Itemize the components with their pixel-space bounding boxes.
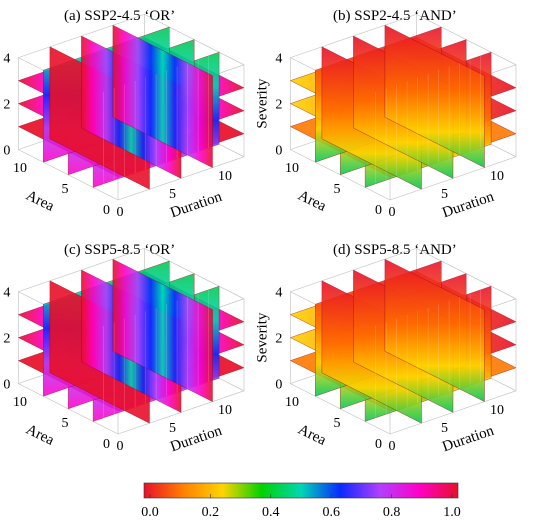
colorbar-tick-label: 0.0	[141, 505, 159, 520]
z-tick-label: 0	[275, 144, 282, 159]
x-tick-label: 10	[218, 169, 232, 184]
slice-planes	[289, 24, 517, 190]
z-tick-label: 2	[275, 332, 282, 347]
panel-b-title: (b) SSP2-4.5 ‘AND’	[333, 8, 457, 24]
x-tick-label: 5	[169, 421, 176, 436]
x-axis-label: Duration	[168, 189, 224, 222]
z-tick-label: 4	[275, 286, 282, 301]
y-tick-label: 10	[285, 395, 299, 410]
colorbar: 0.0 0.2 0.4 0.6 0.8 1.0	[141, 482, 461, 520]
x-axis-label: Duration	[440, 189, 496, 222]
z-axis-label: Severity	[254, 78, 270, 128]
y-tick-label: 5	[62, 182, 69, 197]
y-tick-label: 5	[334, 416, 341, 431]
y-tick-label: 5	[334, 182, 341, 197]
y-tick-label: 10	[13, 395, 27, 410]
colorbar-tick-label: 0.8	[383, 505, 401, 520]
z-tick-label: 4	[3, 286, 10, 301]
z-tick-label: 2	[3, 98, 10, 113]
x-axis-label: Duration	[168, 423, 224, 456]
x-tick-label: 5	[441, 187, 448, 202]
panel-d: (d) SSP5-8.5 ‘AND’ 02405100510SeverityAr…	[254, 242, 517, 456]
z-tick-label: 2	[275, 98, 282, 113]
y-axis-label: Area	[23, 422, 57, 449]
y-tick-label: 10	[13, 161, 27, 176]
x-tick-label: 5	[441, 421, 448, 436]
y-tick-label: 5	[62, 416, 69, 431]
colorbar-tick-label: 0.4	[262, 505, 280, 520]
colorbar-bar	[143, 482, 459, 499]
slice-mesh	[375, 289, 481, 418]
x-tick-label: 10	[218, 403, 232, 418]
z-tick-label: 2	[3, 332, 10, 347]
y-tick-label: 10	[285, 161, 299, 176]
panel-b: (b) SSP2-4.5 ‘AND’ 02405100510SeverityAr…	[254, 8, 517, 222]
z-tick-label: 4	[3, 52, 10, 67]
z-tick-label: 4	[275, 52, 282, 67]
z-tick-label: 0	[3, 144, 10, 159]
y-tick-label: 0	[375, 437, 382, 452]
z-axis-label: Severity	[254, 312, 270, 362]
x-tick-label: 10	[490, 169, 504, 184]
panel-a: (a) SSP2-4.5 ‘OR’ 02405100510SeverityAre…	[3, 8, 245, 222]
colorbar-ticks: 0.0 0.2 0.4 0.6 0.8 1.0	[141, 494, 461, 520]
y-axis-label: Area	[23, 188, 57, 215]
x-axis-label: Duration	[440, 423, 496, 456]
panel-a-title: (a) SSP2-4.5 ‘OR’	[64, 8, 175, 24]
slice-planes	[17, 24, 245, 190]
x-tick-label: 0	[117, 205, 124, 220]
y-axis-label: Area	[295, 188, 329, 215]
y-tick-label: 0	[103, 203, 110, 218]
panel-d-title: (d) SSP5-8.5 ‘AND’	[333, 242, 457, 258]
x-tick-label: 0	[117, 439, 124, 454]
x-tick-label: 0	[389, 205, 396, 220]
y-axis-label: Area	[295, 422, 329, 449]
y-tick-label: 0	[375, 203, 382, 218]
z-tick-label: 0	[275, 378, 282, 393]
x-tick-label: 10	[490, 403, 504, 418]
slice-mesh	[103, 55, 209, 184]
slice-mesh	[375, 55, 481, 184]
z-tick-label: 0	[3, 378, 10, 393]
slice-planes	[289, 258, 517, 424]
y-tick-label: 0	[103, 437, 110, 452]
slice-mesh	[103, 289, 209, 418]
slice-planes	[17, 258, 245, 424]
x-tick-label: 5	[169, 187, 176, 202]
colorbar-tick-label: 0.6	[322, 505, 340, 520]
panel-c-title: (c) SSP5-8.5 ‘OR’	[64, 242, 175, 258]
panel-c: (c) SSP5-8.5 ‘OR’ 02405100510SeverityAre…	[3, 242, 245, 456]
x-tick-label: 0	[389, 439, 396, 454]
colorbar-tick-label: 1.0	[443, 505, 461, 520]
colorbar-tick-label: 0.2	[202, 505, 220, 520]
